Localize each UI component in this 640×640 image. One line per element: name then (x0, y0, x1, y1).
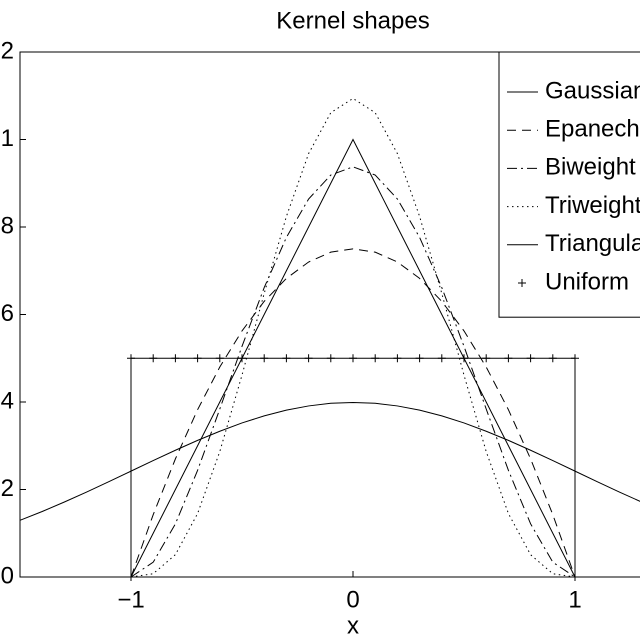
legend-box (498, 51, 640, 318)
series-marker (282, 354, 291, 363)
series-marker (349, 354, 357, 363)
series-marker (326, 354, 335, 363)
y-tick-label: 0.6 (0, 300, 14, 327)
y-tick-label: 1.2 (0, 37, 14, 64)
series-marker (171, 354, 180, 363)
series-line (130, 166, 576, 578)
series-marker (127, 354, 135, 363)
x-tick-label: 0 (346, 586, 359, 613)
series-marker (460, 354, 468, 363)
series-marker (238, 354, 246, 363)
series-marker (304, 354, 313, 363)
legend-label: Biweight (545, 154, 636, 181)
series-marker (415, 354, 424, 363)
series-marker (571, 354, 579, 363)
series-marker (215, 354, 224, 363)
x-axis-label: x (347, 612, 359, 639)
series-marker (393, 354, 402, 363)
legend-label: Triangular (545, 230, 640, 257)
legend-label: Epanechnikov (545, 116, 640, 143)
legend-label: Triweight (545, 192, 640, 219)
series-line (19, 401, 640, 521)
series-line (130, 97, 576, 578)
series-line (130, 248, 576, 578)
legend-label: Gaussian (545, 77, 640, 104)
y-tick-label: 0.8 (0, 212, 14, 239)
series-line (130, 138, 576, 578)
series-marker (548, 354, 557, 363)
series-marker (526, 354, 535, 363)
x-tick-label: 1 (568, 586, 581, 613)
legend-marker (518, 279, 526, 287)
x-tick-label: −1 (117, 586, 144, 613)
series-marker (482, 354, 491, 363)
series-marker (127, 573, 135, 581)
series-marker (193, 354, 202, 363)
y-tick-label: 0.4 (0, 387, 14, 414)
series-marker (437, 354, 446, 363)
series-marker (571, 573, 579, 581)
series-marker (504, 354, 513, 363)
chart-title: Kernel shapes (276, 7, 429, 34)
series-marker (371, 354, 380, 363)
y-tick-label: 0 (1, 562, 14, 589)
legend-label: Uniform (545, 268, 629, 295)
series-marker (260, 354, 269, 363)
series-line (130, 357, 576, 577)
y-tick-label: 1 (1, 125, 14, 152)
y-tick-label: 0.2 (0, 475, 14, 502)
series-marker (149, 354, 158, 363)
